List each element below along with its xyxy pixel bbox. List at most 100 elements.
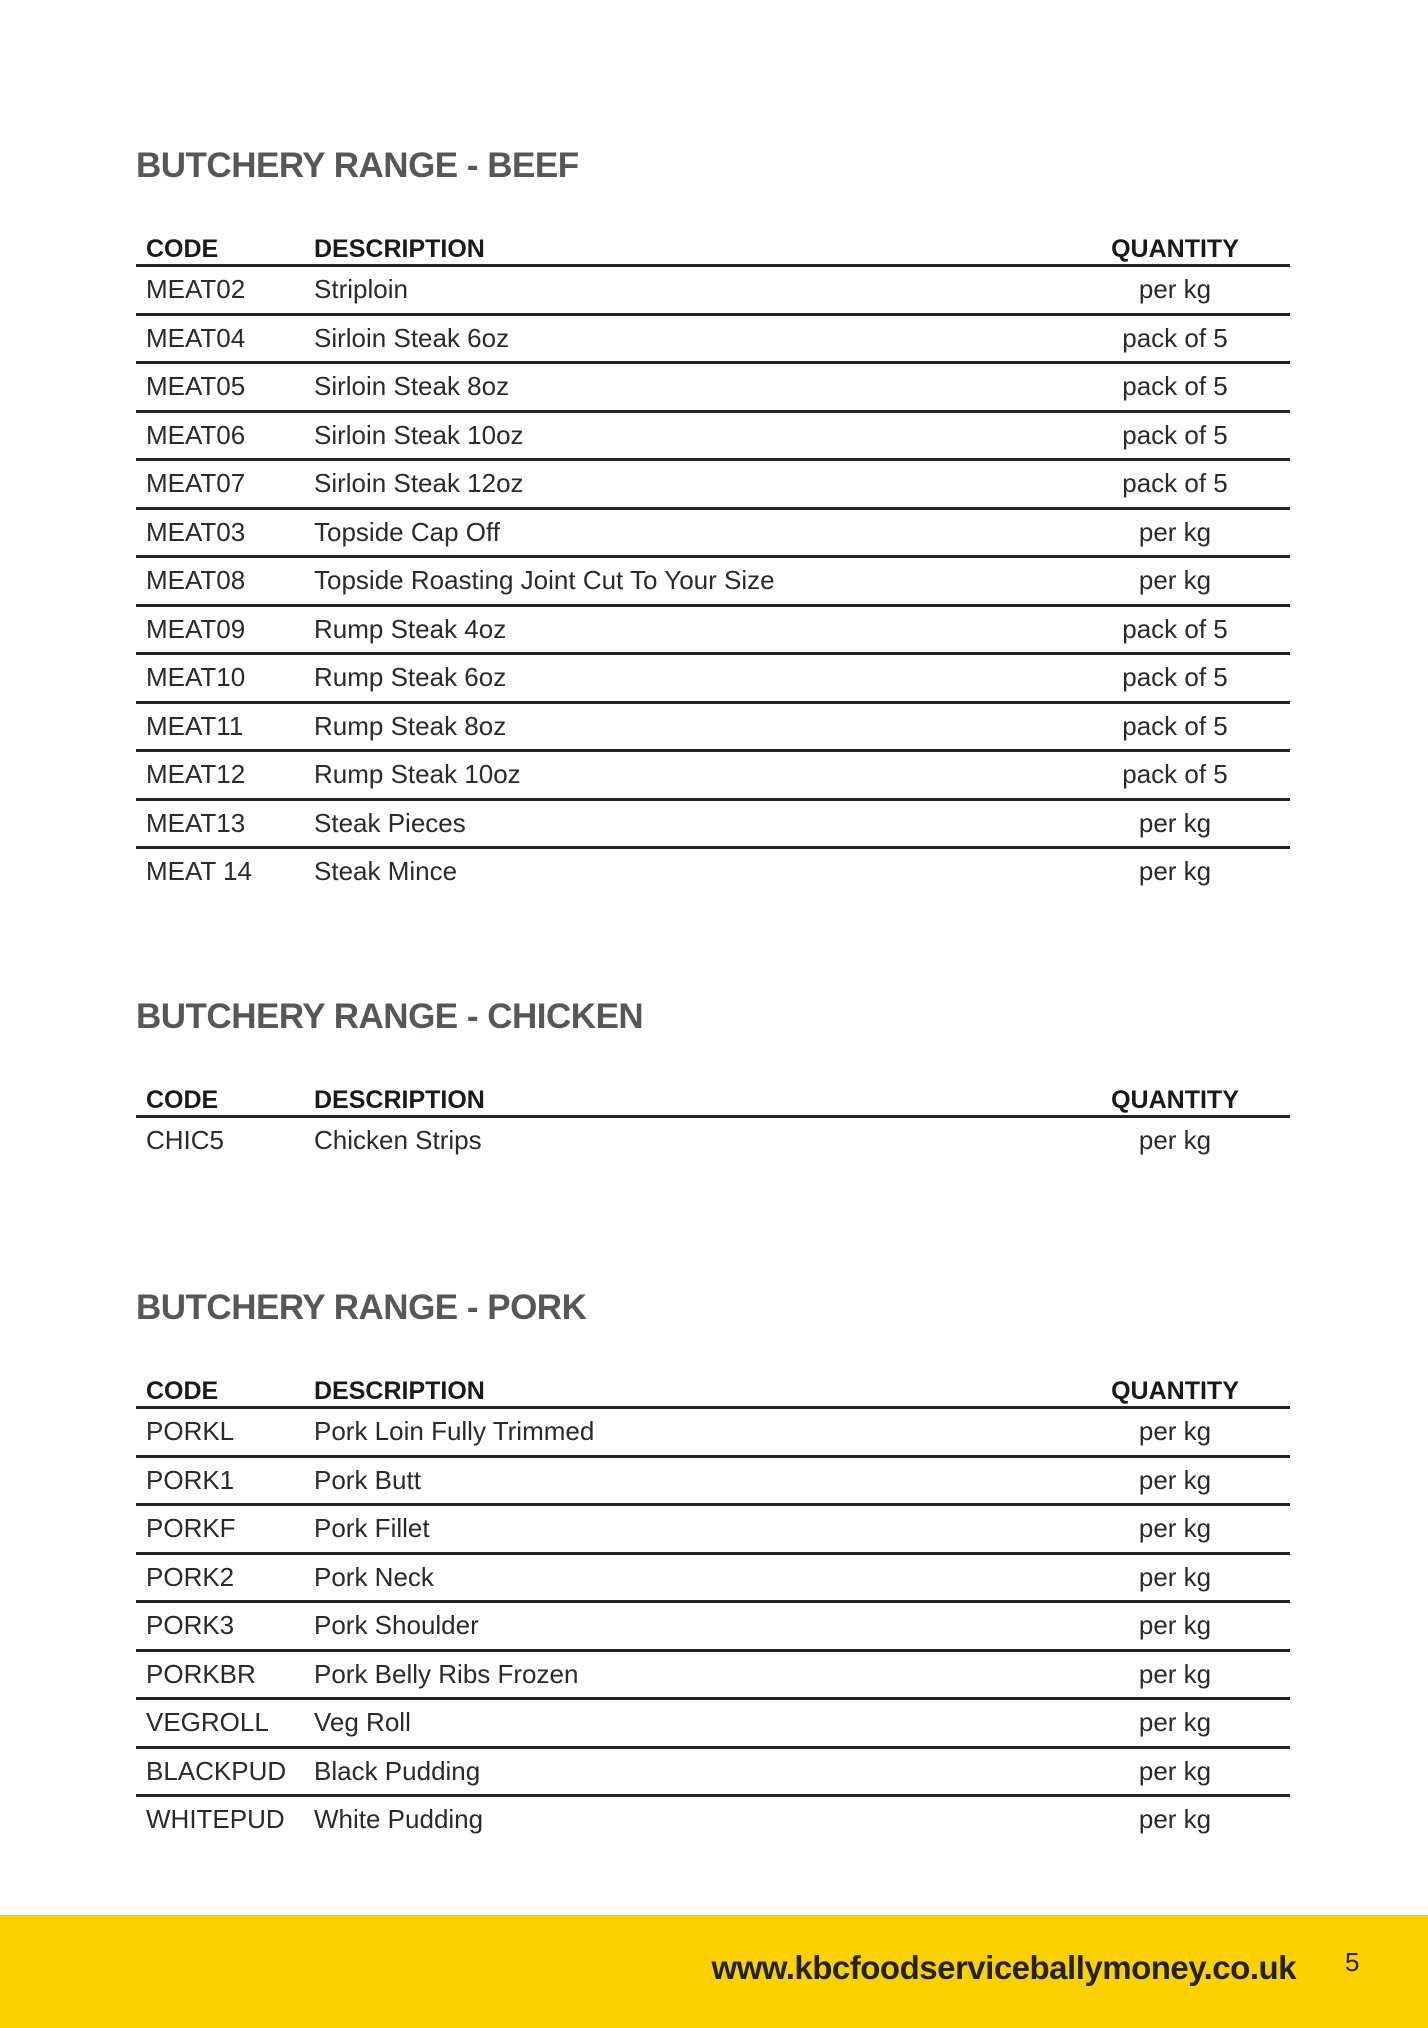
product-quantity: pack of 5 [1060, 653, 1290, 704]
table-row: PORKL Pork Loin Fully Trimmed per kg [136, 1407, 1290, 1458]
header-description: DESCRIPTION [304, 1368, 1060, 1409]
product-description: Pork Butt [304, 1456, 1060, 1506]
product-description: Pork Fillet [304, 1504, 1060, 1555]
product-code: MEAT05 [136, 362, 304, 413]
product-description: Sirloin Steak 10oz [304, 411, 1060, 461]
header-description: DESCRIPTION [304, 226, 1060, 267]
product-quantity: per kg [1060, 1698, 1290, 1749]
product-code: MEAT06 [136, 411, 304, 461]
product-code: MEAT07 [136, 459, 304, 510]
product-code: BLACKPUD [136, 1747, 304, 1797]
product-code: VEGROLL [136, 1698, 304, 1749]
product-description: Pork Neck [304, 1553, 1060, 1603]
header-quantity: QUANTITY [1060, 226, 1290, 267]
table-row: CHIC5 Chicken Strips per kg [136, 1117, 1290, 1164]
product-quantity: per kg [1060, 556, 1290, 607]
product-table: CODE DESCRIPTION QUANTITY PORKL Pork Loi… [136, 1368, 1290, 1843]
section-title: BUTCHERY RANGE - BEEF [136, 146, 579, 185]
product-code: CHIC5 [146, 1125, 225, 1156]
table-row: MEAT 14 Steak Mince per kg [136, 848, 1290, 895]
product-description: Black Pudding [304, 1747, 1060, 1797]
product-table: CODE DESCRIPTION QUANTITY MEAT02 Striplo… [136, 226, 1290, 895]
table-row: PORK1 Pork Butt per kg [136, 1456, 1290, 1506]
product-table: CODE DESCRIPTION QUANTITY CHIC5 Chicken … [136, 1077, 1290, 1164]
product-code: MEAT10 [136, 653, 304, 704]
product-code: MEAT08 [136, 556, 304, 607]
product-description: Pork Shoulder [304, 1601, 1060, 1652]
product-quantity: per kg [1060, 1747, 1290, 1797]
product-quantity: per kg [1060, 1407, 1290, 1458]
product-quantity: pack of 5 [1060, 411, 1290, 461]
product-description: Rump Steak 10oz [304, 750, 1060, 801]
table-row: MEAT13 Steak Pieces per kg [136, 799, 1290, 849]
section-title: BUTCHERY RANGE - PORK [136, 1288, 587, 1327]
product-code: MEAT09 [136, 605, 304, 655]
product-quantity: pack of 5 [1060, 750, 1290, 801]
table-row: MEAT09 Rump Steak 4oz pack of 5 [136, 605, 1290, 655]
product-quantity: pack of 5 [1060, 362, 1290, 413]
table-row: PORK2 Pork Neck per kg [136, 1553, 1290, 1603]
header-code: CODE [136, 1077, 304, 1118]
product-code: PORKF [136, 1504, 304, 1555]
product-description: Striploin [304, 265, 1060, 316]
footer-band: www.kbcfoodserviceballymoney.co.uk 5 [0, 1915, 1428, 2028]
header-code: CODE [136, 1368, 304, 1409]
header-quantity: QUANTITY [1060, 1077, 1290, 1118]
product-quantity: per kg [1060, 265, 1290, 316]
website-link[interactable]: www.kbcfoodserviceballymoney.co.uk [711, 1949, 1296, 1986]
header-quantity: QUANTITY [1060, 1368, 1290, 1409]
product-code: MEAT02 [136, 265, 304, 316]
page-number: 5 [1345, 1947, 1360, 1977]
section-title: BUTCHERY RANGE - CHICKEN [136, 997, 644, 1036]
product-description: Topside Cap Off [304, 508, 1060, 558]
product-code: PORKL [136, 1407, 304, 1458]
product-description: Sirloin Steak 12oz [304, 459, 1060, 510]
table-row: WHITEPUD White Pudding per kg [136, 1796, 1290, 1843]
product-description: Steak Pieces [304, 799, 1060, 849]
product-quantity: per kg [1060, 1650, 1290, 1700]
table-row: MEAT03 Topside Cap Off per kg [136, 508, 1290, 558]
product-code: PORK1 [136, 1456, 304, 1506]
table-row: MEAT05 Sirloin Steak 8oz pack of 5 [136, 362, 1290, 413]
table-row: VEGROLL Veg Roll per kg [136, 1698, 1290, 1749]
table-header: CODE DESCRIPTION QUANTITY [136, 1368, 1290, 1409]
product-code: MEAT12 [136, 750, 304, 801]
product-quantity: per kg [1060, 1504, 1290, 1555]
product-quantity: pack of 5 [1060, 459, 1290, 510]
product-quantity: pack of 5 [1060, 314, 1290, 364]
table-row: MEAT08 Topside Roasting Joint Cut To You… [136, 556, 1290, 607]
section-beef: BUTCHERY RANGE - BEEF CODE DESCRIPTION Q… [136, 146, 1290, 895]
header-code: CODE [136, 226, 304, 267]
product-quantity: per kg [1060, 508, 1290, 558]
product-quantity: per kg [1060, 799, 1290, 849]
product-code: WHITEPUD [146, 1804, 285, 1835]
product-description: Pork Belly Ribs Frozen [304, 1650, 1060, 1700]
table-row: MEAT11 Rump Steak 8oz pack of 5 [136, 702, 1290, 752]
table-header: CODE DESCRIPTION QUANTITY [136, 226, 1290, 267]
table-row: PORKF Pork Fillet per kg [136, 1504, 1290, 1555]
product-quantity: pack of 5 [1060, 605, 1290, 655]
product-description: Rump Steak 4oz [304, 605, 1060, 655]
product-code: PORK3 [136, 1601, 304, 1652]
table-row: MEAT04 Sirloin Steak 6oz pack of 5 [136, 314, 1290, 364]
product-code: MEAT 14 [146, 856, 252, 887]
product-code: MEAT13 [136, 799, 304, 849]
product-quantity: per kg [1138, 1125, 1212, 1156]
product-quantity: per kg [1138, 1804, 1212, 1835]
table-header: CODE DESCRIPTION QUANTITY [136, 1077, 1290, 1118]
product-code: MEAT04 [136, 314, 304, 364]
product-description: Rump Steak 8oz [304, 702, 1060, 752]
product-description: Chicken Strips [314, 1125, 482, 1156]
product-code: PORKBR [136, 1650, 304, 1700]
section-chicken: BUTCHERY RANGE - CHICKEN CODE DESCRIPTIO… [136, 997, 1290, 1164]
product-quantity: per kg [1060, 1601, 1290, 1652]
table-row: MEAT06 Sirloin Steak 10oz pack of 5 [136, 411, 1290, 461]
product-quantity: pack of 5 [1060, 702, 1290, 752]
product-quantity: per kg [1060, 1553, 1290, 1603]
table-row: MEAT02 Striploin per kg [136, 265, 1290, 316]
product-description: Veg Roll [304, 1698, 1060, 1749]
product-code: PORK2 [136, 1553, 304, 1603]
table-row: BLACKPUD Black Pudding per kg [136, 1747, 1290, 1797]
product-code: MEAT03 [136, 508, 304, 558]
product-description: Pork Loin Fully Trimmed [304, 1407, 1060, 1458]
